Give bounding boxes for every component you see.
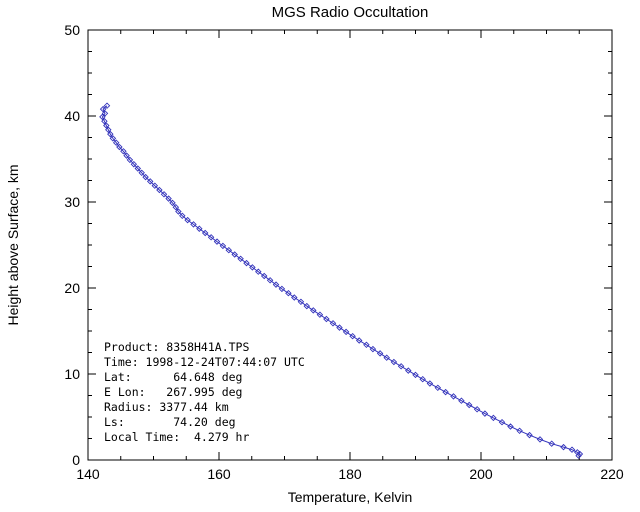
y-axis-label: Height above Surface, km — [5, 164, 21, 325]
x-tick-label: 160 — [207, 466, 231, 482]
plot-area: 140 160 180 200 220 0 10 20 30 40 50 Product: 8358H… — [64, 22, 623, 482]
tick-labels: 140 160 180 200 220 0 10 20 30 40 50 — [64, 22, 623, 482]
y-tick-label: 30 — [64, 194, 80, 210]
y-tick-label: 10 — [64, 366, 80, 382]
annotation-line: Product: 8358H41A.TPS — [104, 340, 249, 354]
annotation-line: Local Time: 4.279 hr — [104, 430, 249, 444]
annotation-line: E Lon: 267.995 deg — [104, 385, 242, 399]
data-series-markers — [99, 102, 584, 459]
x-axis-label: Temperature, Kelvin — [288, 489, 413, 505]
y-axis-ticks — [88, 29, 612, 461]
annotation-line: Lat: 64.648 deg — [104, 370, 242, 384]
annotation-line: Radius: 3377.44 km — [104, 400, 229, 414]
x-tick-label: 140 — [76, 466, 100, 482]
y-tick-label: 40 — [64, 108, 80, 124]
x-tick-label: 180 — [338, 466, 362, 482]
annotation-line: Time: 1998-12-24T07:44:07 UTC — [104, 355, 305, 369]
x-tick-label: 200 — [469, 466, 493, 482]
chart-title: MGS Radio Occultation — [272, 4, 429, 21]
data-series-line — [101, 105, 581, 457]
annotation-line: Ls: 74.20 deg — [104, 415, 236, 429]
y-tick-label: 0 — [72, 452, 80, 468]
x-tick-label: 220 — [600, 466, 624, 482]
y-tick-label: 20 — [64, 280, 80, 296]
y-tick-label: 50 — [64, 22, 80, 38]
x-axis-ticks — [87, 30, 613, 460]
